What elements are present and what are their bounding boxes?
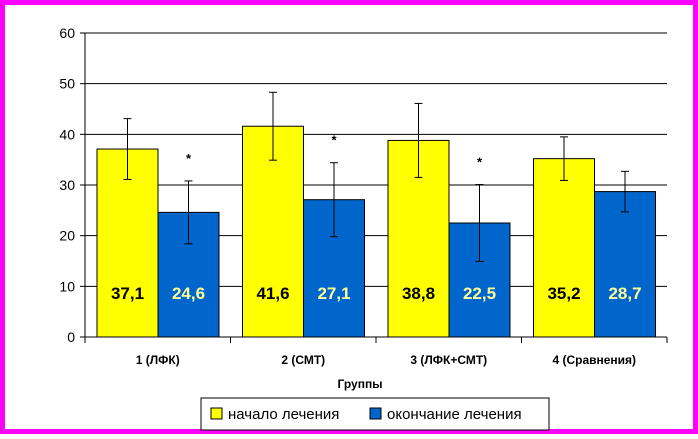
y-tick-label: 60 xyxy=(59,25,75,41)
data-label: 37,1 xyxy=(111,284,144,303)
bar-chart: 0 10 20 30 40 50 60 37,1 24,6 * 41,6 27,1 * 38,8 22,5… xyxy=(59,25,668,431)
legend-swatch xyxy=(210,407,223,420)
data-label: 24,6 xyxy=(172,284,205,303)
data-label: 27,1 xyxy=(317,284,350,303)
x-tick-label: 1 (ЛФК) xyxy=(136,353,180,367)
y-tick-label: 50 xyxy=(59,76,75,92)
bar xyxy=(594,191,656,338)
y-tick-label: 30 xyxy=(59,177,75,193)
data-label: 28,7 xyxy=(608,284,641,303)
data-label: 22,5 xyxy=(463,284,496,303)
y-tick-label: 0 xyxy=(67,329,75,345)
x-tick-label: 3 (ЛФК+СМТ) xyxy=(410,353,487,367)
significance-mark: * xyxy=(331,133,337,148)
x-tick-label: 4 (Сравнения) xyxy=(552,353,636,367)
bars: 37,1 24,6 * 41,6 27,1 * 38,8 22,5 * 35,2 28,7 xyxy=(96,91,656,338)
legend-swatch xyxy=(369,407,382,420)
x-axis-title: Группы xyxy=(338,377,383,391)
significance-mark: * xyxy=(186,151,192,166)
y-tick-label: 20 xyxy=(59,228,75,244)
legend: начало лечения окончание лечения xyxy=(200,397,550,431)
y-tick-label: 10 xyxy=(59,278,75,294)
legend-entry: начало лечения xyxy=(228,406,339,423)
y-axis: 0 10 20 30 40 50 60 xyxy=(59,25,86,345)
legend-entry: окончание лечения xyxy=(387,406,522,423)
significance-mark: * xyxy=(477,154,483,169)
data-label: 38,8 xyxy=(402,284,435,303)
data-label: 35,2 xyxy=(547,284,580,303)
data-label: 41,6 xyxy=(256,284,289,303)
bar xyxy=(533,158,595,338)
x-axis: 1 (ЛФК) 2 (СМТ) 3 (ЛФК+СМТ) 4 (Сравнения) xyxy=(84,336,668,367)
x-tick-label: 2 (СМТ) xyxy=(281,353,325,367)
y-tick-label: 40 xyxy=(59,126,75,142)
bar xyxy=(96,148,159,338)
